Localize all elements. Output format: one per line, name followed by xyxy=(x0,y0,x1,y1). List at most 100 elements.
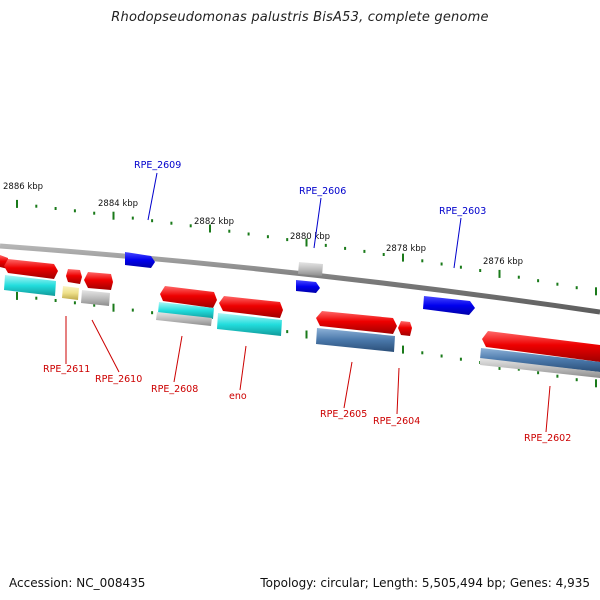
gene-rpe-2608-arrow[interactable] xyxy=(160,286,217,308)
feature-cyan-box[interactable] xyxy=(158,302,214,319)
gene-label-rpe-2604[interactable]: RPE_2604 xyxy=(373,416,420,427)
minor-tick xyxy=(73,301,76,305)
accession-text: Accession: NC_008435 xyxy=(9,576,146,590)
major-tick xyxy=(112,211,115,220)
minor-tick xyxy=(517,275,520,279)
major-tick xyxy=(16,199,18,208)
major-tick xyxy=(402,345,404,354)
minor-tick xyxy=(131,216,134,220)
minor-tick xyxy=(421,351,424,355)
minor-tick xyxy=(459,357,462,361)
minor-tick xyxy=(382,253,385,256)
minor-tick xyxy=(537,371,540,375)
feature-gray-box[interactable] xyxy=(156,312,212,326)
minor-tick xyxy=(286,238,289,242)
minor-tick xyxy=(54,299,57,302)
minor-tick xyxy=(131,308,134,312)
gene-rpe-2610-small-arrow[interactable] xyxy=(66,269,82,284)
minor-tick xyxy=(324,243,327,247)
gene-label-rpe-2610[interactable]: RPE_2610 xyxy=(95,374,142,385)
minor-tick xyxy=(54,207,57,210)
gene-rpe-2602-arrow[interactable] xyxy=(482,331,600,362)
kbp-label-2878: 2878 kbp xyxy=(386,244,426,254)
gene-label-rpe-2603[interactable]: RPE_2603 xyxy=(439,206,486,217)
feature-yellow-box[interactable] xyxy=(62,286,79,300)
gene-rpe-2604-arrow[interactable] xyxy=(398,321,412,336)
minor-tick xyxy=(247,232,250,236)
minor-tick xyxy=(479,269,482,272)
kbp-label-2880: 2880 kbp xyxy=(290,232,330,242)
leader-rpe-2602 xyxy=(545,385,551,433)
kbp-label-2882: 2882 kbp xyxy=(194,217,234,227)
leader-rpe-2606 xyxy=(313,197,322,249)
genome-summary-text: Topology: circular; Length: 5,505,494 bp… xyxy=(260,576,590,590)
minor-tick xyxy=(189,224,192,228)
minor-tick xyxy=(73,209,76,213)
feature-cyan-box[interactable] xyxy=(4,275,56,296)
gene-forward-arrow[interactable] xyxy=(296,280,320,293)
gene-rpe-2611-arrow[interactable] xyxy=(4,259,58,279)
leader-eno xyxy=(239,345,247,391)
leader-rpe-2604 xyxy=(396,367,400,415)
kbp-label-2884: 2884 kbp xyxy=(98,199,138,209)
gene-label-rpe-2605[interactable]: RPE_2605 xyxy=(320,409,367,420)
minor-tick xyxy=(440,354,443,358)
outer-tick-marks xyxy=(16,199,597,296)
minor-tick xyxy=(266,235,269,239)
kbp-label-2886: 2886 kbp xyxy=(3,182,43,192)
gene-rpe-2603-arrow[interactable] xyxy=(423,296,475,315)
minor-tick xyxy=(459,265,462,269)
minor-tick xyxy=(35,296,38,300)
map-title: Rhodopseudomonas palustris BisA53, compl… xyxy=(111,10,489,25)
gene-label-rpe-2602[interactable]: RPE_2602 xyxy=(524,433,571,444)
minor-tick xyxy=(151,219,154,223)
gene-label-rpe-2606[interactable]: RPE_2606 xyxy=(299,186,346,197)
minor-tick xyxy=(344,246,347,250)
forward-genes xyxy=(125,252,475,315)
minor-tick xyxy=(575,378,578,382)
major-tick xyxy=(112,303,115,312)
major-tick xyxy=(16,291,18,300)
major-tick xyxy=(595,379,597,388)
feature-cyan-box[interactable] xyxy=(217,313,282,336)
gene-label-rpe-2608[interactable]: RPE_2608 xyxy=(151,384,198,395)
leader-rpe-2605 xyxy=(343,361,353,409)
minor-tick xyxy=(228,229,231,233)
major-tick xyxy=(402,253,404,262)
minor-tick xyxy=(421,259,424,263)
minor-tick xyxy=(170,221,173,225)
major-tick xyxy=(595,287,597,296)
leader-rpe-2603 xyxy=(453,217,462,269)
minor-tick xyxy=(35,204,38,208)
feature-gray-box[interactable] xyxy=(480,358,600,378)
gene-label-eno[interactable]: eno xyxy=(229,391,247,402)
minor-tick xyxy=(556,374,559,378)
minor-tick xyxy=(286,330,289,334)
gene-rpe-2606-box[interactable] xyxy=(298,262,323,276)
major-tick xyxy=(209,224,211,233)
leader-rpe-2609 xyxy=(147,172,158,221)
feature-steel-box[interactable] xyxy=(480,348,600,372)
gene-rpe-2609-arrow[interactable] xyxy=(125,252,155,268)
gene-eno-arrow[interactable] xyxy=(219,296,283,318)
feature-track xyxy=(4,275,600,378)
feature-steel-box[interactable] xyxy=(316,328,395,352)
minor-tick xyxy=(556,282,559,286)
gene-label-rpe-2609[interactable]: RPE_2609 xyxy=(134,160,181,171)
feature-gray-box[interactable] xyxy=(81,290,110,306)
major-tick xyxy=(305,330,308,339)
kbp-label-2876: 2876 kbp xyxy=(483,257,523,267)
minor-tick xyxy=(93,303,96,307)
minor-tick xyxy=(363,249,366,253)
minor-tick xyxy=(151,311,154,315)
major-tick xyxy=(305,238,308,247)
minor-tick xyxy=(93,211,96,215)
minor-tick xyxy=(537,279,540,283)
gene-label-rpe-2611[interactable]: RPE_2611 xyxy=(43,364,90,375)
leader-rpe-2610 xyxy=(91,319,120,373)
gene-rpe-2605-arrow[interactable] xyxy=(316,311,397,334)
gene-rpe-2610-arrow[interactable] xyxy=(84,272,113,290)
reverse-genes xyxy=(0,255,600,362)
minor-tick xyxy=(440,262,443,266)
minor-tick xyxy=(575,286,578,290)
